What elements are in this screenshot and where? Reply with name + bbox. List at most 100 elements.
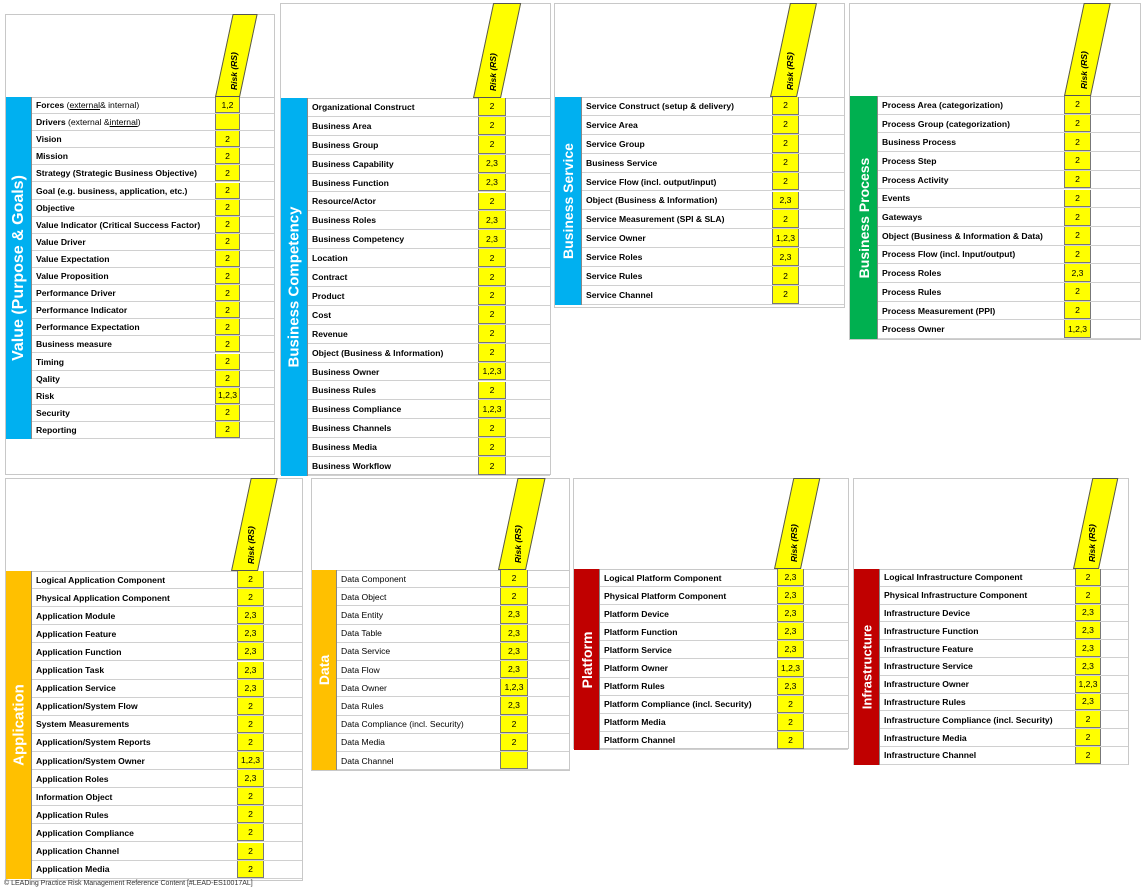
risk-cell: 2 <box>1075 711 1101 729</box>
row-name: Drivers (external & internal) <box>36 114 213 130</box>
row-name: Value Indicator (Critical Success Factor… <box>36 219 201 230</box>
risk-cell: 2 <box>237 860 264 878</box>
row-name: Application Module <box>36 610 116 621</box>
table-row: Process Activity 2 <box>878 170 1140 190</box>
row-name: Application Compliance <box>36 827 134 838</box>
risk-cell: 2 <box>478 135 506 154</box>
table-row: Business Function 2,3 <box>308 173 550 193</box>
table-row: Application Task 2,3 <box>32 661 302 680</box>
risk-cell: 2 <box>772 267 799 285</box>
row-name-part: Drivers (external & <box>36 117 110 128</box>
risk-cell: 2,3 <box>777 605 804 623</box>
panel-rows: Organizational Construct 2 Business Area 2 B… <box>308 98 550 476</box>
table-row: Goal (e.g. business, application, etc.) 2 <box>32 182 274 200</box>
risk-cell: 2,3 <box>500 661 528 679</box>
table-row: Logical Infrastructure Component 2 <box>880 569 1128 587</box>
risk-cell: 2 <box>1064 152 1091 170</box>
row-name: Timing <box>36 356 65 367</box>
table-row: Infrastructure Function 2,3 <box>880 622 1128 641</box>
panel-title: Business Competency <box>285 206 303 368</box>
row-name: Infrastructure Device <box>884 607 970 618</box>
row-name: Process Group (categorization) <box>882 118 1010 129</box>
table-row: Vision 2 <box>32 131 274 149</box>
risk-cell: 2 <box>237 733 264 751</box>
row-name: Contract <box>312 272 348 283</box>
risk-cell: 2 <box>237 806 264 824</box>
risk-cell: 2 <box>478 419 506 438</box>
risk-cell: 2 <box>1075 586 1101 604</box>
risk-cell: 2,3 <box>1075 640 1101 657</box>
row-name: Business Capability <box>312 158 394 169</box>
table-row: Service Area 2 <box>582 115 844 135</box>
panel-title: Business Process <box>855 157 872 278</box>
risk-cell: 2 <box>215 233 240 250</box>
panel-header <box>6 15 274 98</box>
panel-title: Business Service <box>560 142 576 259</box>
table-row: Data Component 2 <box>337 570 569 589</box>
table-row: Process Area (categorization) 2 <box>878 96 1140 115</box>
risk-cell: 2,3 <box>237 679 264 697</box>
row-name: Service Measurement (SPI & SLA) <box>586 214 725 225</box>
row-name: Platform Compliance (incl. Security) <box>604 699 752 710</box>
risk-cell: 2 <box>215 404 240 421</box>
table-row: Application Service 2,3 <box>32 679 302 698</box>
risk-cell: 2,3 <box>478 230 506 249</box>
table-row: Organizational Construct 2 <box>308 98 550 117</box>
risk-cell: 2 <box>478 98 506 116</box>
risk-cell: 1,2,3 <box>500 679 528 697</box>
risk-cell: 2 <box>237 589 264 607</box>
row-name: Value Proposition <box>36 271 109 282</box>
table-row: Process Owner 1,2,3 <box>878 320 1140 340</box>
table-row: Infrastructure Device 2,3 <box>880 604 1128 623</box>
panel-competency: Risk (RS) Business Competency Organization… <box>280 3 551 476</box>
risk-column-label: Risk (RS) <box>245 526 256 564</box>
risk-cell: 2 <box>215 421 240 438</box>
risk-cell: 2 <box>1064 133 1091 152</box>
row-name: Business Media <box>312 442 377 453</box>
table-row: Process Measurement (PPI) 2 <box>878 301 1140 321</box>
row-name: Forces (external & internal) <box>36 97 213 113</box>
row-name: Business Owner <box>312 366 380 377</box>
row-name: Data Compliance (incl. Security) <box>341 719 464 730</box>
row-name: Platform Function <box>604 626 678 637</box>
row-name: Data Media <box>341 737 385 748</box>
risk-cell: 2 <box>478 381 506 400</box>
table-row: Performance Driver 2 <box>32 285 274 303</box>
table-row: Infrastructure Compliance (incl. Securit… <box>880 711 1128 730</box>
row-name: Application Service <box>36 683 116 694</box>
risk-column-label: Risk (RS) <box>784 52 795 90</box>
table-row: Platform Service 2,3 <box>600 641 848 660</box>
risk-cell: 2 <box>772 286 799 304</box>
risk-cell: 2 <box>478 287 506 305</box>
table-row: Object (Business & Information) 2 <box>308 343 550 363</box>
table-row: Timing 2 <box>32 353 274 371</box>
row-name: Reporting <box>36 424 77 435</box>
table-row: Infrastructure Media 2 <box>880 729 1128 747</box>
risk-cell: 2 <box>478 249 506 268</box>
risk-cell: 2 <box>215 250 240 267</box>
panel-category-bar: Business Competency <box>281 98 308 476</box>
risk-cell: 2 <box>500 733 528 751</box>
row-name-part: Forces ( <box>36 100 70 111</box>
table-row: Service Rules 2 <box>582 267 844 286</box>
row-name-part: & internal) <box>100 100 140 111</box>
row-name: Data Service <box>341 646 391 657</box>
table-row: Performance Expectation 2 <box>32 319 274 337</box>
risk-cell: 2,3 <box>500 624 528 642</box>
row-name: Data Owner <box>341 682 387 693</box>
risk-cell: 2 <box>500 588 528 606</box>
row-name: Business Channels <box>312 423 392 434</box>
table-row: Objective 2 <box>32 199 274 217</box>
panel-header <box>281 4 550 99</box>
table-row: Data Service 2,3 <box>337 642 569 661</box>
table-row: Process Group (categorization) 2 <box>878 114 1140 134</box>
risk-cell: 2 <box>478 305 506 324</box>
risk-cell: 2,3 <box>237 607 264 625</box>
table-row: Application Compliance 2 <box>32 824 302 843</box>
row-name: Process Owner <box>882 324 945 335</box>
risk-cell: 2,3 <box>237 661 264 679</box>
row-name: Logical Platform Component <box>604 572 722 583</box>
row-name: Data Flow <box>341 664 380 675</box>
table-row: Value Expectation 2 <box>32 250 274 268</box>
row-name: Organizational Construct <box>312 101 415 112</box>
